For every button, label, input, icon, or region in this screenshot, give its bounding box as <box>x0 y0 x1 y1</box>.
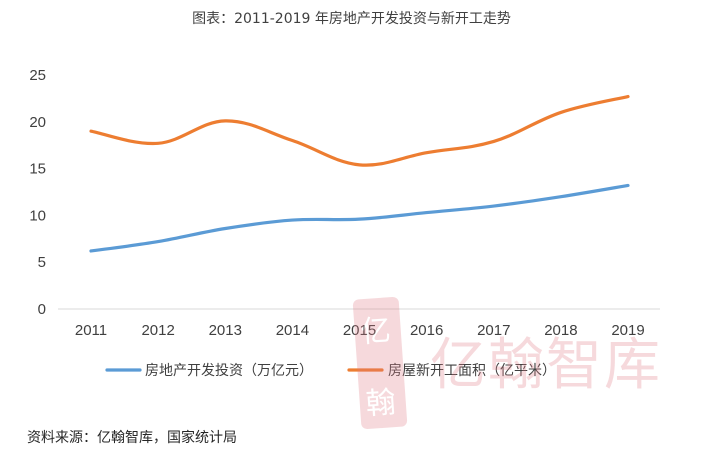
legend: 房地产开发投资（万亿元） 房屋新开工面积（亿平米） <box>105 363 556 379</box>
x-tick-label: 2011 <box>75 322 107 339</box>
y-tick-label: 5 <box>38 254 46 271</box>
y-tick-label: 10 <box>29 207 46 224</box>
watermark-seal: 亿 翰 <box>352 296 408 430</box>
chart-title: 图表：2011-2019 年房地产开发投资与新开工走势 <box>192 11 511 27</box>
x-tick-label: 2012 <box>141 322 174 339</box>
y-tick-label: 0 <box>38 301 46 318</box>
y-tick-label: 15 <box>29 161 46 178</box>
x-tick-label: 2019 <box>611 322 644 339</box>
x-tick-label: 2015 <box>343 322 376 339</box>
watermark: 亿 翰 亿翰智库 <box>345 296 695 438</box>
x-tick-label: 2018 <box>544 322 577 339</box>
x-tick-label: 2016 <box>410 322 443 339</box>
x-tick-label: 2014 <box>276 322 309 339</box>
x-tick-label: 2017 <box>477 322 510 339</box>
watermark-brand-text: 亿翰智库 <box>430 333 662 398</box>
y-tick-label: 25 <box>29 67 46 84</box>
legend-label-2: 房屋新开工面积（亿平米） <box>388 363 556 379</box>
watermark-seal-char-2: 翰 <box>364 385 398 423</box>
series-layer <box>89 94 630 253</box>
source-note: 资料来源：亿翰智库，国家统计局 <box>27 430 237 446</box>
legend-label-1: 房地产开发投资（万亿元） <box>145 363 313 379</box>
series-line-2 <box>89 94 630 167</box>
watermark-seal-char-1: 亿 <box>359 313 392 351</box>
axis-layer: 0 5 10 15 20 25 2011 2012 2013 2014 2015 2016 2017 20… <box>29 67 660 339</box>
x-tick-label: 2013 <box>209 322 242 339</box>
series-line-1 <box>89 183 630 253</box>
y-tick-label: 20 <box>29 114 46 131</box>
